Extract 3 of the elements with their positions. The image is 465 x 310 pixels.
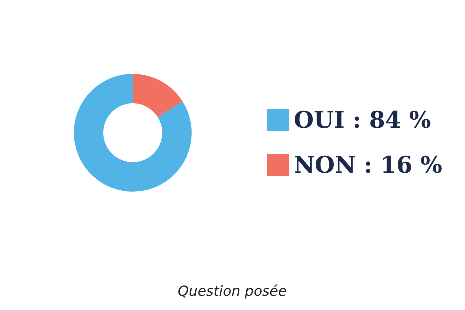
text: Question posée — [178, 284, 288, 300]
legend-label: OUI : 84 % — [294, 107, 432, 134]
legend-label: NON : 16 % — [294, 152, 443, 179]
